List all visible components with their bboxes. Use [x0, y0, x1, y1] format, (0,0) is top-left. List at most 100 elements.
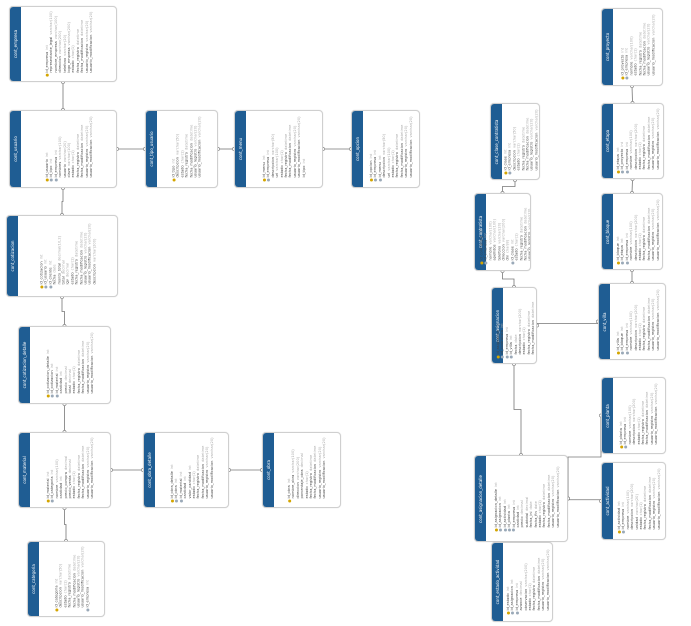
- column-name: fecha_modificacion: [546, 492, 551, 528]
- entity-table[interactable]: cont_clase_contratista id_clase int id_empr…: [490, 103, 540, 180]
- column-type: int: [624, 48, 629, 53]
- column-type: char(1): [637, 322, 642, 336]
- primary-key-icon: [287, 499, 291, 503]
- column-icon: [68, 609, 71, 612]
- foreign-key-icon: [48, 285, 52, 289]
- entity-table[interactable]: cont_categoria id_categoria int descripcion…: [27, 541, 105, 617]
- column-icon: [556, 528, 559, 531]
- column-icon: [546, 612, 549, 615]
- column-icon: [647, 77, 650, 80]
- column-type: char(1): [527, 583, 532, 597]
- column-row: id_villa int: [615, 289, 620, 355]
- column-icon: [297, 500, 300, 503]
- column-name: fecha_modificacion: [78, 249, 83, 285]
- column-icon: [280, 179, 283, 182]
- foreign-key-icon: [514, 611, 518, 615]
- column-row: id_empresa int: [504, 293, 508, 359]
- column-icon: [656, 171, 659, 174]
- entity-table[interactable]: cont_opcion id_opcion int id_empresa int id_m…: [351, 110, 420, 188]
- column-icon: [647, 351, 650, 354]
- foreign-key-icon: [622, 530, 626, 534]
- column-icon: [58, 179, 61, 182]
- column-name: usuario_modificacion: [87, 246, 92, 285]
- column-icon: [302, 179, 305, 182]
- column-row: id_empresa int: [624, 14, 629, 80]
- entity-table[interactable]: cont_asignacion_detalle id_asignacion_det…: [474, 455, 568, 542]
- column-icon: [292, 500, 295, 503]
- entity-table[interactable]: cont_obra_detalle id_obra_detalle int id_ob…: [143, 432, 229, 508]
- column-icon: [489, 262, 492, 265]
- entity-name: cont_planta: [604, 403, 610, 428]
- entity-table[interactable]: cont_empresa id_empresa int representante_l…: [9, 6, 117, 82]
- column-icon: [54, 74, 57, 77]
- column-type: varchar(200): [523, 563, 528, 587]
- column-icon: [76, 74, 79, 77]
- entity-table[interactable]: cont_bloque id_bloque int id_etapa int id_emp…: [601, 193, 663, 270]
- column-type: varchar(20): [80, 546, 85, 568]
- column-row: fecha date: [513, 293, 517, 358]
- column-icon: [188, 500, 191, 503]
- column-type: decimal: [300, 453, 305, 468]
- column-type: decimal: [65, 262, 70, 278]
- primary-key-icon: [39, 285, 43, 289]
- entity-table[interactable]: cont_etapa id_etapa int id_proyecto int id_em…: [601, 103, 664, 179]
- column-row: usuario_registro varchar(20): [551, 466, 555, 531]
- entity-table[interactable]: cont_cotizacion_detalle id_cotizacion_det…: [18, 326, 111, 404]
- column-icon: [88, 286, 91, 289]
- column-name: id_empresa: [53, 156, 58, 178]
- entity-header: cont_categoria: [28, 542, 39, 616]
- foreign-key-icon: [500, 355, 504, 359]
- column-type: int: [178, 471, 183, 477]
- column-type: varchar(20): [655, 198, 660, 221]
- entity-table[interactable]: cont_planta id_planta int id_empresa int nomb…: [601, 377, 666, 454]
- column-type: int: [499, 322, 504, 328]
- column-icon: [57, 286, 60, 289]
- entity-table[interactable]: cont_cotizacion id_cotizacion int id_usuari…: [6, 215, 118, 297]
- column-icon: [55, 500, 58, 503]
- entity-table[interactable]: cont_actividad id_actividad int id_empresa i…: [601, 462, 666, 540]
- column-row: usuario_modificacion varchar(20): [88, 11, 92, 76]
- foreign-key-icon: [502, 528, 506, 532]
- column-icon: [643, 171, 646, 174]
- column-icon: [73, 395, 76, 398]
- entity-table[interactable]: cont_material id_material int id_categoria i…: [18, 432, 111, 508]
- entity-table[interactable]: cont_contratista id_contratista int id_empr…: [474, 193, 531, 271]
- entity-header: cont_obra: [263, 433, 274, 507]
- column-icon: [69, 395, 72, 398]
- relationship-line: [502, 180, 516, 193]
- column-type: int: [169, 464, 174, 470]
- entity-table[interactable]: cont_asignacion id_asignacion int id_contra…: [491, 287, 537, 364]
- column-icon: [77, 609, 80, 612]
- entity-table[interactable]: cont_obra id_obra int nombre_obra varchar(10…: [262, 432, 341, 508]
- column-type: int: [493, 481, 498, 487]
- entity-table[interactable]: cont_estado_actividad id_estado int id_asig…: [491, 542, 553, 622]
- primary-key-icon: [172, 178, 176, 182]
- column-row: id_empresa int: [44, 11, 48, 77]
- column-icon: [199, 179, 202, 182]
- entity-header: cont_cotizacion: [7, 216, 18, 296]
- column-type: varchar(100): [628, 220, 633, 245]
- column-icon: [643, 261, 646, 264]
- entity-name: cont_clase_contratista: [493, 119, 499, 164]
- column-name: id_villa: [615, 337, 620, 351]
- column-icon: [192, 500, 195, 503]
- column-row: fecha date: [52, 223, 56, 288]
- column-icon: [638, 77, 641, 80]
- column-type: varchar(20): [550, 475, 555, 497]
- entity-table[interactable]: cont_usuario id_usuario int id_tipo int id_em…: [9, 110, 117, 188]
- primary-key-icon: [616, 170, 620, 174]
- column-type: varchar(50): [511, 126, 516, 148]
- entity-table[interactable]: cont_villa id_villa int id_bloque int id_empr…: [598, 283, 666, 360]
- column-type: varchar(100): [57, 136, 62, 160]
- primary-key-icon: [170, 499, 174, 503]
- entity-table[interactable]: cont_menu id_menu int id_empresa int descripc…: [234, 110, 323, 188]
- column-type: varchar(20): [408, 116, 413, 138]
- column-row: clave varchar(100): [66, 116, 70, 181]
- column-icon: [648, 171, 651, 174]
- entity-table[interactable]: cont_tipo_usuario id_tipo int descripcion va…: [145, 110, 218, 188]
- column-name: fecha_registro: [637, 50, 642, 76]
- primary-key-icon: [503, 171, 507, 175]
- entity-table[interactable]: cont_proyecto id_proyecto int id_empresa int…: [601, 8, 663, 86]
- column-icon: [60, 395, 63, 398]
